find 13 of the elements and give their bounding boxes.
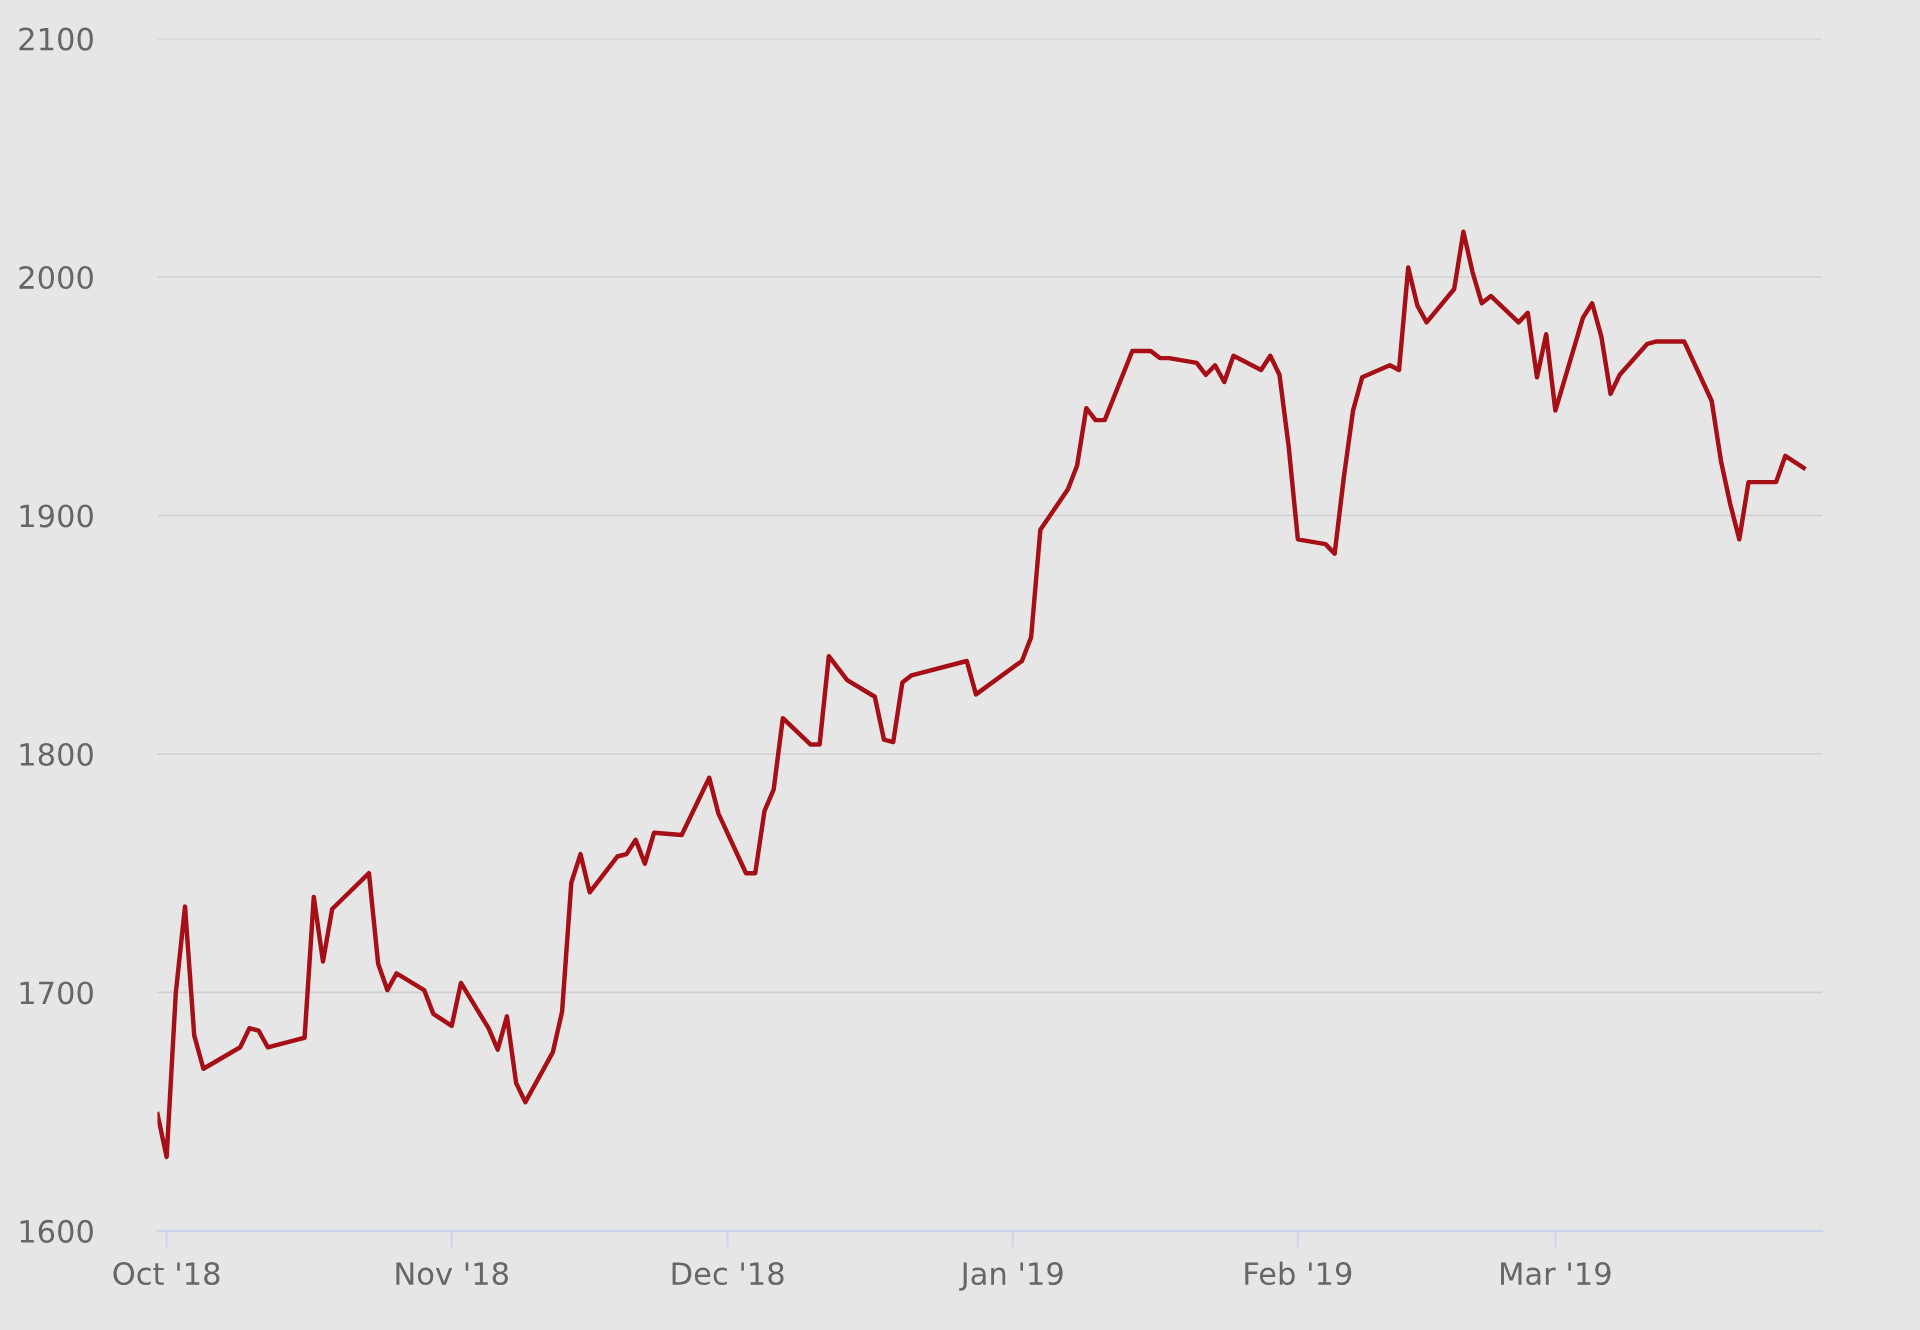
- y-tick-label: 1800: [20, 742, 93, 767]
- y-tick-label: 2100: [19, 27, 93, 51]
- x-tick-label: Dec '18: [672, 1262, 784, 1286]
- x-tick-label: Mar '19: [1501, 1262, 1611, 1286]
- x-tick-label: Nov '18: [396, 1262, 508, 1286]
- x-tick-label: Oct '18: [113, 1262, 220, 1286]
- y-tick-label: 1900: [20, 504, 93, 528]
- line-series: [157, 229, 1806, 1160]
- y-tick-label: 1600: [20, 1219, 93, 1243]
- x-tick-label: Jan '19: [959, 1262, 1063, 1291]
- y-tick-label: 1700: [20, 981, 93, 1005]
- y-tick-label: 2000: [19, 265, 93, 290]
- x-tick-label: Feb '19: [1245, 1261, 1352, 1286]
